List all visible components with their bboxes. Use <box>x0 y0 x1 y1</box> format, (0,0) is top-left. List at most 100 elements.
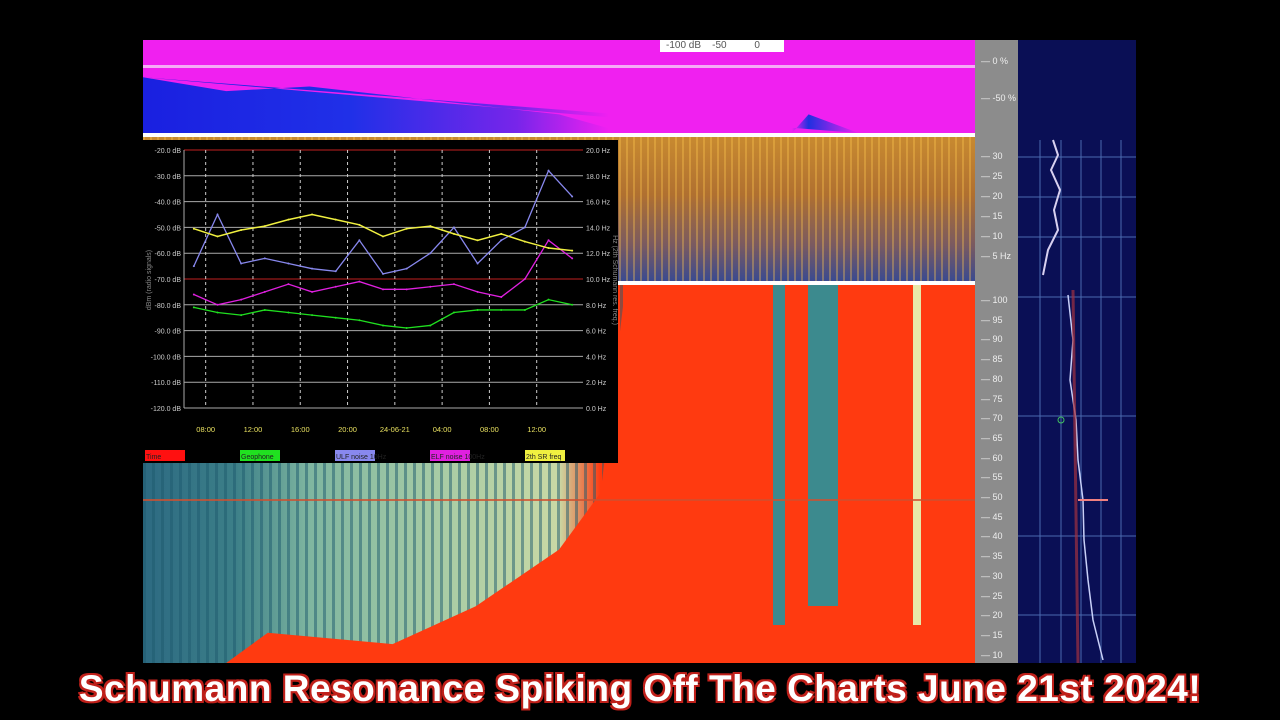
series-line-ulf-noise-10hz <box>193 169 573 275</box>
scale-tick: — 5 Hz <box>981 251 1012 261</box>
scale-tick: — -50 % <box>981 93 1017 103</box>
y-tick-label-right: 20.0 Hz <box>586 148 611 155</box>
data-point <box>358 239 361 242</box>
x-tick-label: 12:00 <box>527 425 546 434</box>
data-point <box>334 285 337 288</box>
panel-divider <box>143 133 1018 137</box>
y-tick-label-left: -60.0 dB <box>155 251 182 258</box>
frequency-scale: — 0 % — -50 % — 30 — 25 — 20 — 15 — 10 — 5 Hz — … <box>975 40 1018 663</box>
lower-spectrogram <box>143 285 975 663</box>
data-point <box>429 324 432 327</box>
spectrogram-50hz-line <box>143 499 975 501</box>
data-point <box>311 314 314 317</box>
data-point <box>192 293 195 296</box>
data-point <box>429 285 432 288</box>
data-point <box>382 324 385 327</box>
y-tick-label-left: -50.0 dB <box>155 225 182 232</box>
scale-tick: — 10 <box>981 649 1003 660</box>
scale-tick: — 95 <box>981 314 1003 325</box>
video-caption: Schumann Resonance Spiking Off The Chart… <box>78 668 1202 709</box>
data-point <box>334 270 337 273</box>
scale-tick: — 60 <box>981 452 1003 463</box>
scale-tick: — 25 <box>981 590 1003 601</box>
data-point <box>405 267 408 270</box>
data-point <box>216 303 219 306</box>
data-point <box>500 296 503 299</box>
y-tick-label-right: 2.0 Hz <box>586 380 607 387</box>
spectrum-side-panel <box>1018 40 1136 664</box>
legend-swatch <box>525 450 565 461</box>
scale-tick: — 30 <box>981 570 1003 581</box>
y-tick-label-right: 16.0 Hz <box>586 200 611 207</box>
data-point <box>452 226 455 229</box>
y-tick-label-left: -20.0 dB <box>155 148 182 155</box>
lower-spectrum-trace <box>1067 294 1104 661</box>
data-point <box>240 314 243 317</box>
data-point <box>405 227 408 230</box>
data-point <box>192 227 195 230</box>
y-tick-label-left: -80.0 dB <box>155 303 182 310</box>
x-tick-label: 24-06-21 <box>380 425 410 434</box>
data-point <box>263 225 266 228</box>
data-point <box>358 280 361 283</box>
data-point <box>452 283 455 286</box>
data-point <box>523 240 526 243</box>
scale-tick: — 45 <box>981 511 1003 522</box>
legend-label: Time <box>146 454 161 461</box>
legend-label: Geophone <box>241 454 274 461</box>
waveform-centerline <box>143 65 975 68</box>
x-tick-label: 04:00 <box>433 425 452 434</box>
scale-tick: — 15 <box>981 211 1003 221</box>
data-point <box>287 218 290 221</box>
data-point <box>240 262 243 265</box>
data-point <box>263 257 266 260</box>
data-point <box>240 228 243 231</box>
y-tick-label-left: -70.0 dB <box>155 277 182 284</box>
legend-swatch <box>430 450 470 461</box>
waveform-panel <box>143 40 975 133</box>
data-point <box>334 316 337 319</box>
data-point <box>263 290 266 293</box>
data-point <box>405 327 408 330</box>
signal-chart: -20.0 dB 20.0 Hz -30.0 dB 18.0 Hz -40.0 dB 16… <box>143 140 618 463</box>
scale-tick: — 30 <box>981 151 1003 161</box>
x-tick-label: 20:00 <box>338 425 357 434</box>
waveform-blue-fill <box>143 77 859 133</box>
db-scale-bar: -100 dB -50 0 <box>660 40 784 52</box>
x-tick-label: 08:00 <box>480 425 499 434</box>
x-tick-label: 08:00 <box>196 425 215 434</box>
upper-spectrum-trace <box>1042 139 1062 276</box>
scale-tick: — 35 <box>981 551 1003 562</box>
y-tick-label-left: -30.0 dB <box>155 174 182 181</box>
scale-tick: — 40 <box>981 531 1003 542</box>
data-point <box>500 239 503 242</box>
scale-tick: — 100 <box>981 295 1008 305</box>
x-tick-label: 16:00 <box>291 425 310 434</box>
legend-swatch <box>240 450 280 461</box>
y-tick-label-left: -110.0 dB <box>151 380 181 387</box>
y-axis-label-left: dBm (radio signals) <box>146 250 153 310</box>
spectrogram-band <box>913 285 921 626</box>
scale-tick: — 50 <box>981 492 1003 502</box>
data-point <box>216 235 219 238</box>
data-point <box>192 265 195 268</box>
spectrogram-band <box>773 285 785 626</box>
data-point <box>358 223 361 226</box>
data-point <box>547 298 550 301</box>
y-tick-label-left: -120.0 dB <box>151 406 182 413</box>
y-tick-label-right: 14.0 Hz <box>586 225 611 232</box>
data-point <box>311 213 314 216</box>
data-point <box>476 239 479 242</box>
y-tick-label-right: 0.0 Hz <box>586 406 607 413</box>
y-tick-label-left: -100.0 dB <box>151 354 182 361</box>
data-point <box>405 288 408 291</box>
data-point <box>547 169 550 172</box>
spectrum-side-plot <box>1018 139 1136 664</box>
data-point <box>263 308 266 311</box>
data-point <box>571 249 574 252</box>
data-point <box>311 290 314 293</box>
y-tick-label-right: 10.0 Hz <box>586 277 611 284</box>
scale-tick: — 65 <box>981 432 1003 443</box>
scale-tick: — 85 <box>981 354 1003 365</box>
legend-label: 2th SR freq <box>526 454 562 461</box>
